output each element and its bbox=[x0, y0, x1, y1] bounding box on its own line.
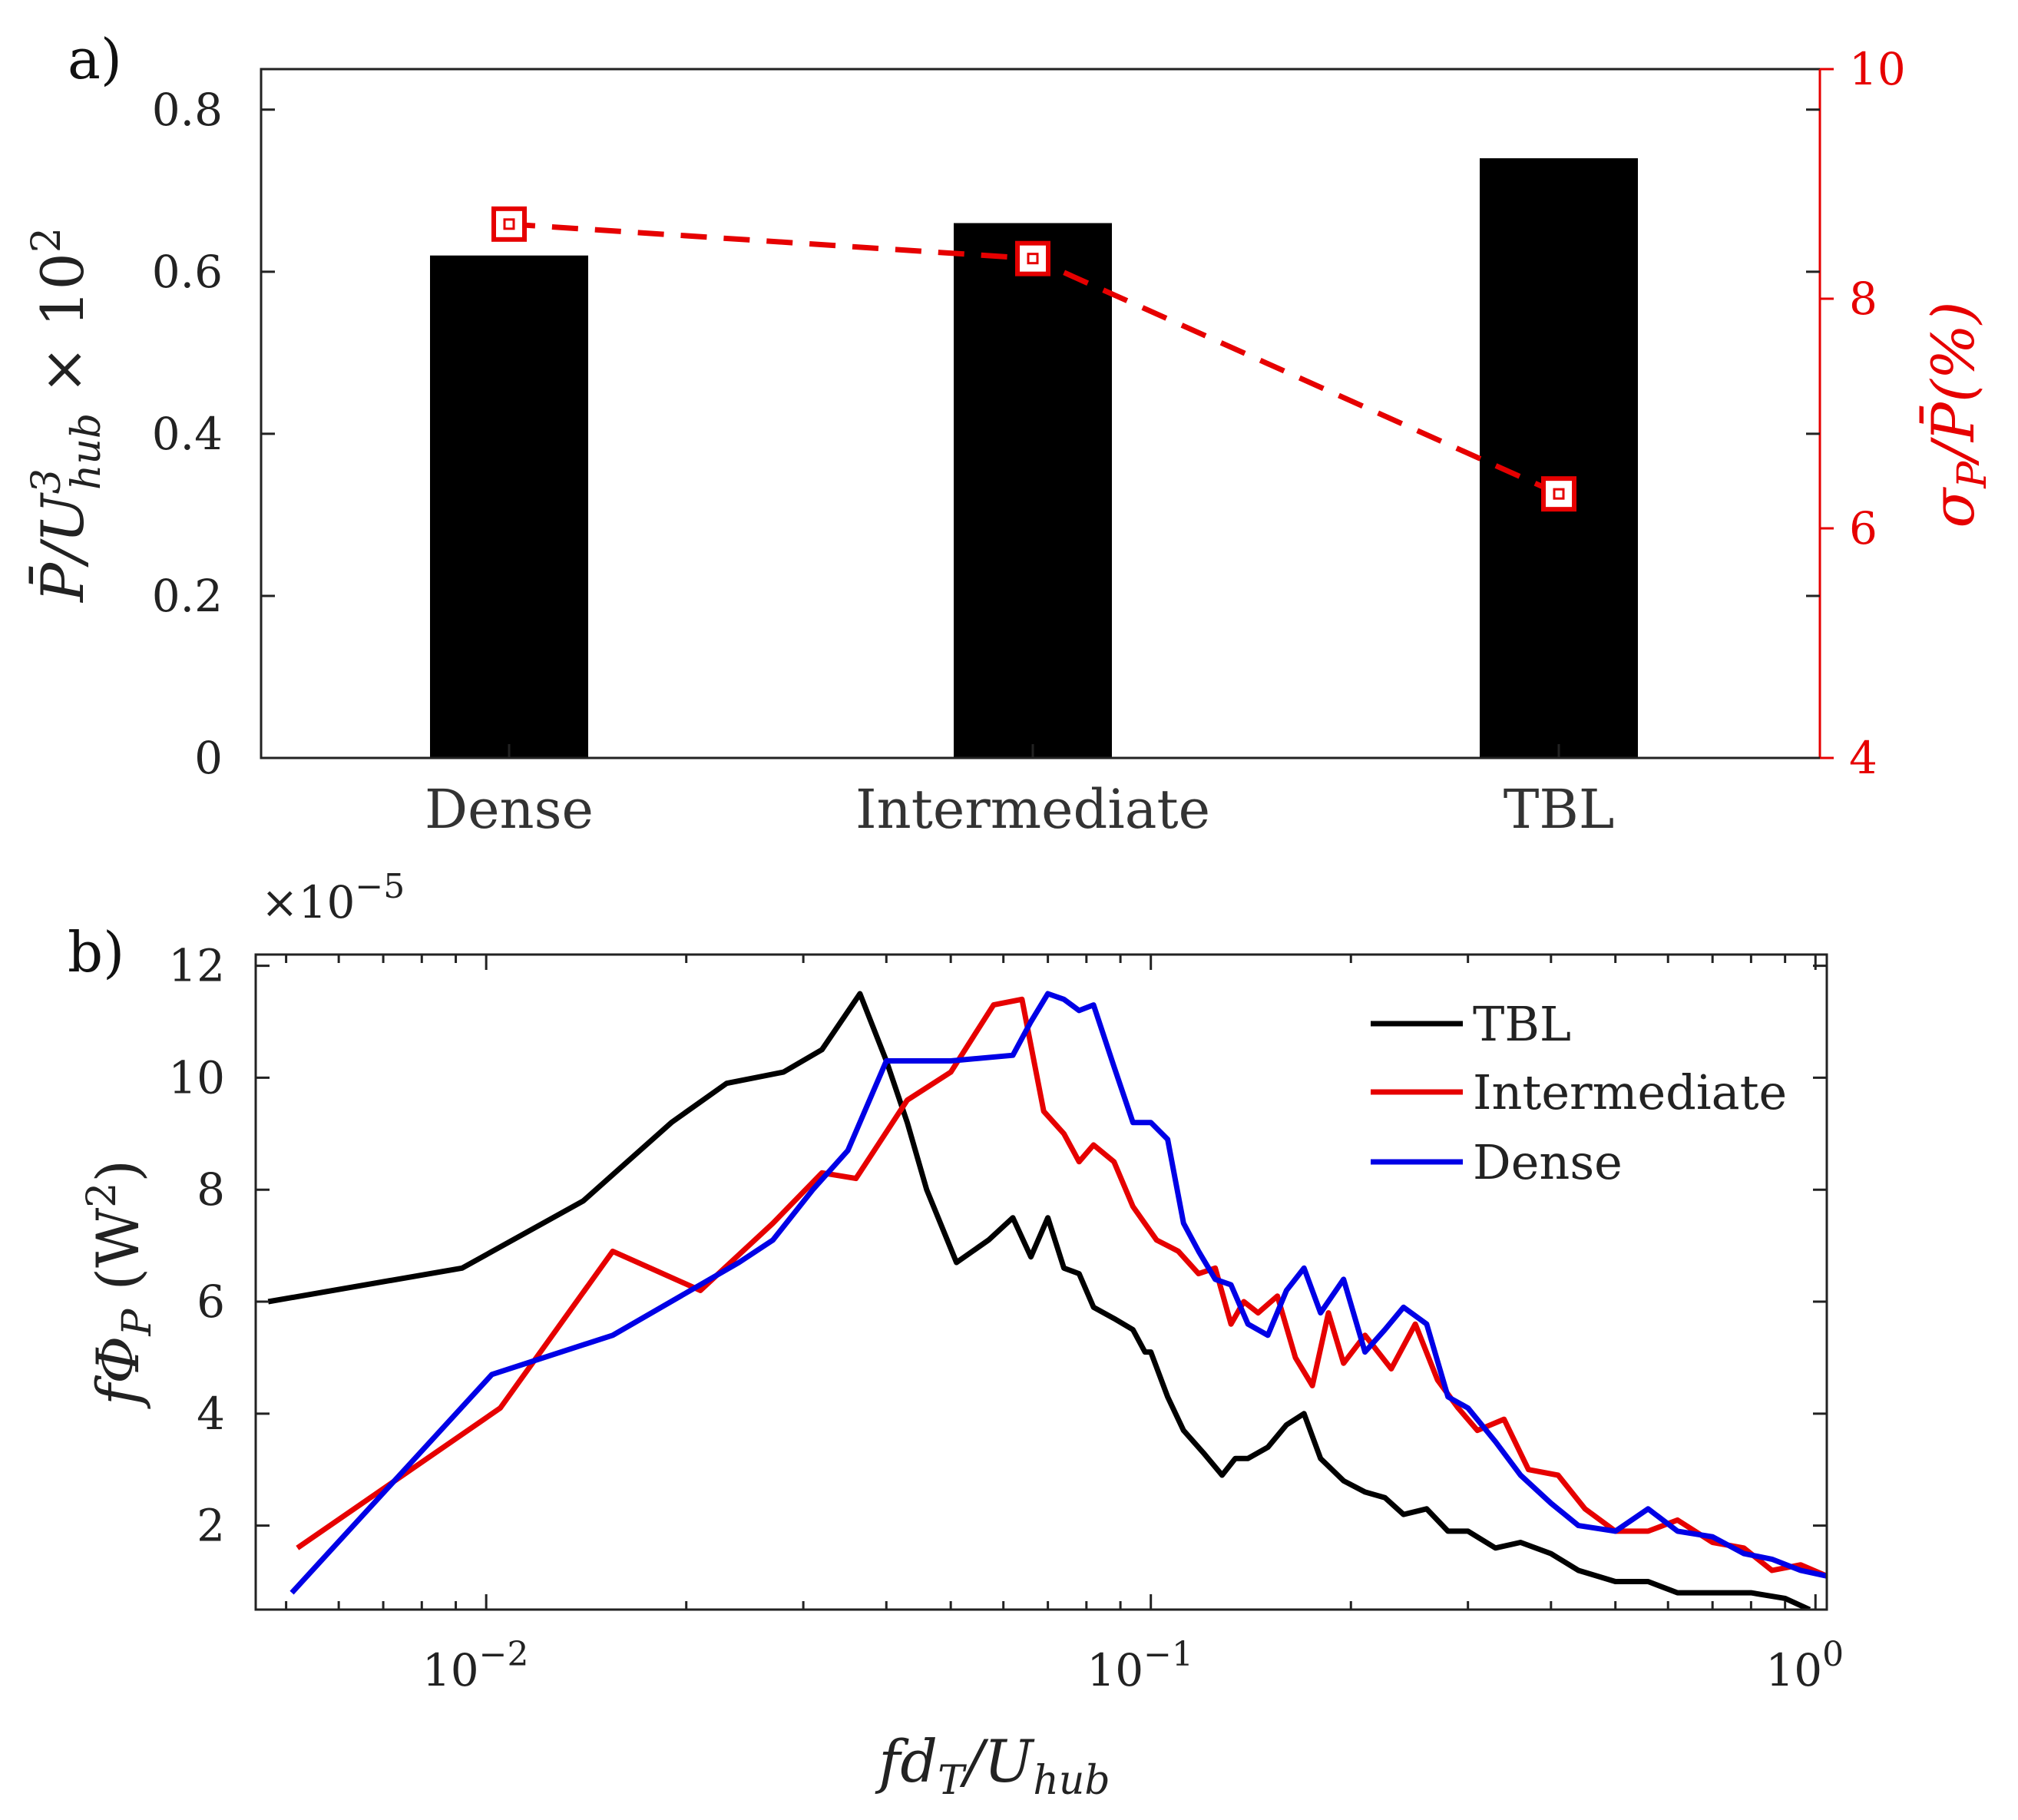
panel-b-label: b) bbox=[68, 920, 124, 984]
a-ytick-label-0: 0 bbox=[194, 732, 223, 784]
a-right-ticks: 4 6 8 10 bbox=[1820, 43, 1906, 784]
panel-a: a) 0 0.2 0.4 0.6 0.8 4 6 8 10 Dense Intermediate… bbox=[24, 27, 1996, 841]
a-right-ylabel: σP/P̄(%) bbox=[1918, 301, 1996, 528]
b-ytick-label-4: 4 bbox=[197, 1388, 225, 1440]
bar-dense bbox=[430, 255, 588, 758]
bar-tbl bbox=[1480, 158, 1638, 759]
bar-intermediate bbox=[954, 223, 1112, 759]
series-line-intermediate bbox=[296, 996, 1827, 1579]
a-ylabel: P̄/U3hub × 102 bbox=[24, 227, 110, 604]
secondary-marker-intermediate bbox=[1015, 240, 1050, 276]
b-ytick-label-12: 12 bbox=[168, 940, 225, 992]
a-rtick-label-8: 8 bbox=[1849, 273, 1877, 325]
b-axes-frame bbox=[254, 953, 1828, 1611]
b-xtick-label-0-01: 10−2 bbox=[422, 1635, 529, 1696]
secondary-marker-dense bbox=[491, 206, 527, 242]
b-legend: TBL Intermediate Dense bbox=[1371, 996, 1787, 1190]
panel-a-label: a) bbox=[68, 27, 122, 91]
a-bars bbox=[430, 158, 1638, 759]
a-ytick-label-0-2: 0.2 bbox=[152, 570, 223, 622]
panel-b: b) ×10−5 2 4 6 8 10 12 10−2 10−1 100 TBL Interme… bbox=[68, 867, 1844, 1804]
a-rtick-label-4: 4 bbox=[1849, 732, 1877, 784]
a-category-label-dense: Dense bbox=[425, 778, 594, 841]
a-category-labels: Dense Intermediate TBL bbox=[425, 744, 1614, 841]
series-line-tbl bbox=[267, 991, 1811, 1610]
legend-label-tbl: TBL bbox=[1473, 996, 1571, 1052]
legend-label-dense: Dense bbox=[1473, 1134, 1623, 1190]
a-ytick-label-0-6: 0.6 bbox=[152, 246, 223, 298]
secondary-marker-inner-dense bbox=[503, 218, 515, 230]
b-x-ticks: 10−2 10−1 100 bbox=[285, 955, 1844, 1696]
b-ytick-label-10: 10 bbox=[168, 1051, 225, 1104]
b-series-group bbox=[267, 991, 1827, 1610]
b-ytick-label-6: 6 bbox=[197, 1276, 225, 1328]
secondary-marker-inner-intermediate bbox=[1027, 253, 1039, 265]
b-y-ticks: 2 4 6 8 10 12 bbox=[168, 940, 1827, 1552]
b-multiplier: ×10−5 bbox=[261, 867, 405, 928]
b-xtick-label-1: 100 bbox=[1765, 1635, 1844, 1696]
b-ylabel: fΦP (W2) bbox=[79, 1160, 160, 1409]
a-ytick-label-0-8: 0.8 bbox=[152, 84, 223, 136]
secondary-marker-inner-tbl bbox=[1553, 488, 1565, 500]
a-secondary-line bbox=[491, 206, 1576, 512]
a-category-label-intermediate: Intermediate bbox=[855, 778, 1210, 841]
a-category-label-tbl: TBL bbox=[1504, 778, 1615, 841]
b-xtick-label-0-1: 10−1 bbox=[1087, 1635, 1193, 1696]
a-rtick-label-6: 6 bbox=[1849, 502, 1877, 554]
b-ytick-label-2: 2 bbox=[197, 1500, 225, 1552]
b-ytick-label-8: 8 bbox=[197, 1163, 225, 1216]
b-xlabel: fdT/Uhub bbox=[875, 1727, 1110, 1804]
series-line-dense bbox=[289, 991, 1827, 1595]
a-ytick-label-0-4: 0.4 bbox=[152, 408, 223, 460]
a-rtick-label-10: 10 bbox=[1849, 43, 1906, 95]
a-left-ticks: 0 0.2 0.4 0.6 0.8 bbox=[152, 84, 1820, 784]
secondary-marker-tbl bbox=[1541, 476, 1576, 512]
legend-label-intermediate: Intermediate bbox=[1473, 1064, 1787, 1120]
